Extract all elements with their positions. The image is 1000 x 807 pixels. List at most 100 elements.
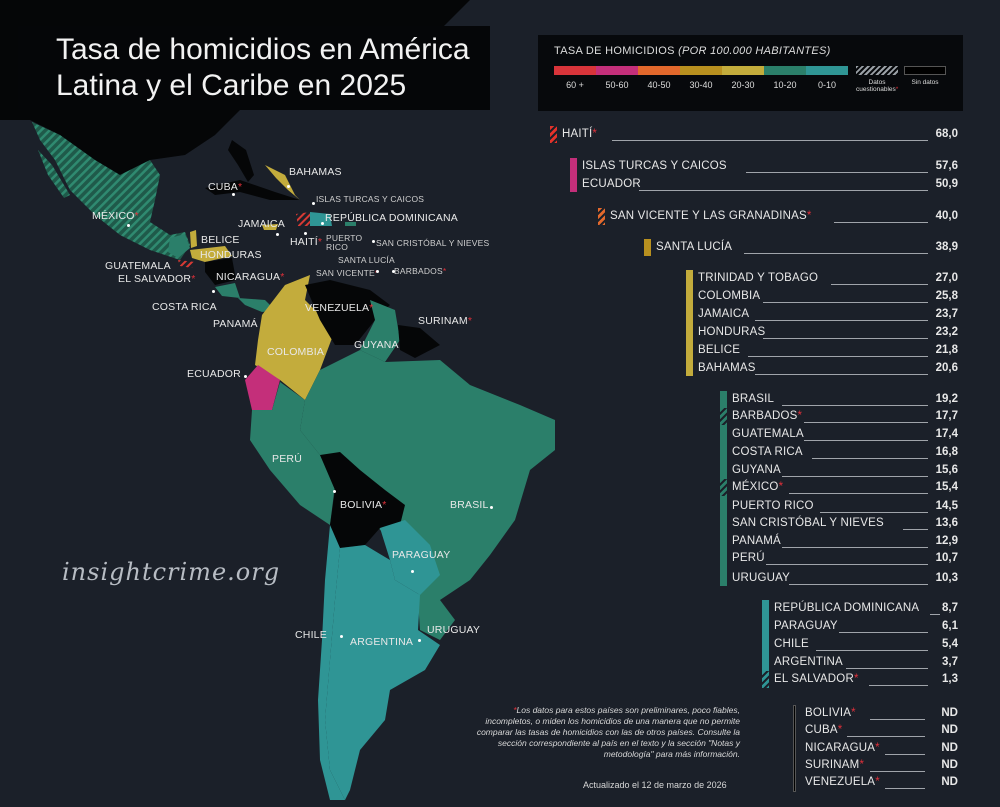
title-box: Tasa de homicidios en América Latina y e… [18,26,490,110]
map-label: CHILE [295,629,327,641]
watermark: insightcrime.org [62,558,281,586]
ranking-country: JAMAICA [698,308,750,320]
legend-swatch [856,66,898,75]
honduras-shape [190,246,232,262]
ranking-country: BARBADOS* [732,410,803,422]
ecuador-shape [245,365,280,410]
argentina-shape [325,545,440,800]
ranking-country: URUGUAY [732,572,791,584]
legend-swatch [596,66,638,75]
legend: TASA DE HOMICIDIOS (POR 100.000 HABITANT… [538,35,963,111]
ranking-value: 1,3 [942,673,958,685]
ranking-value: 14,5 [935,500,958,512]
map-location-dot [232,193,235,196]
map-label: VENEZUELA* [305,302,374,314]
map-location-dot [418,639,421,642]
ranking-hatch-marker [598,208,605,225]
legend-label: 10-20 [773,80,797,90]
ranking-group-bar [793,705,796,792]
ranking-hatch-marker [720,479,727,496]
ranking-hatch-marker [762,671,769,688]
ranking-leader-line [831,284,928,285]
bolivia-shape [320,452,405,548]
ranking-country: BELICE [698,344,741,356]
ranking-leader-line [755,374,928,375]
map-label: HAITÍ* [290,236,323,248]
legend-swatch [764,66,806,75]
map-label: BOLIVIA* [340,499,387,511]
map-label: COSTA RICA [152,301,217,313]
ranking-value: 17,7 [935,410,958,422]
ranking-country: COLOMBIA [698,290,761,302]
ranking-country: BRASIL [732,393,775,405]
map-location-dot [244,375,247,378]
venezuela-shape [305,280,390,345]
map-label: NICARAGUA* [216,271,285,283]
legend-swatch [638,66,680,75]
baja-shape [38,150,70,198]
ranking-leader-line [869,685,928,686]
uruguay-shape [418,600,455,640]
map-label: PERÚ [272,453,302,465]
ranking-value: 10,3 [935,572,958,584]
map-label: BAHAMAS [289,166,342,178]
ranking-leader-line [611,140,928,141]
florida-landmass [228,140,254,182]
ranking-value: 16,8 [935,446,958,458]
ranking-value: 5,4 [942,638,958,650]
bahamas-shape [265,165,300,200]
ranking-leader-line [747,356,928,357]
map-label: PUERTO RICO [326,233,363,252]
legend-label: 60 + [566,80,584,90]
ranking-value: ND [941,742,958,754]
ranking-country: CUBA* [805,724,843,736]
ranking-leader-line [816,650,928,651]
ranking-value: 21,8 [935,344,958,356]
map-label: HONDURAS [200,249,262,261]
chile-shape [318,525,345,800]
ranking-leader-line [762,302,928,303]
belize-shape [190,230,197,248]
map-label: URUGUAY [427,624,481,636]
ranking-hatch-marker [720,408,727,425]
map-label: BARBADOS* [394,266,447,276]
guyana-shape [360,300,400,362]
ranking-country: PARAGUAY [774,620,838,632]
legend-label: 50-60 [605,80,629,90]
map-label: GUYANA [354,339,399,351]
ranking-value: 10,7 [935,552,958,564]
legend-label: Sin datos [911,79,939,86]
map-location-dot [276,233,279,236]
el-salvador-shape [178,260,195,268]
map-location-dot [304,232,307,235]
ranking-value: 25,8 [935,290,958,302]
map-label: BELICE [201,234,240,246]
ranking-leader-line [869,771,925,772]
map-label: REPÚBLICA DOMINICANA [325,212,458,224]
ranking-country: PANAMÁ [732,535,781,547]
map-location-dot [312,202,315,205]
legend-label: 0-10 [817,80,836,90]
ranking-group-bar [762,600,769,687]
map-label: ECUADOR [187,368,241,380]
map-location-dot [287,185,290,188]
ranking-value: ND [941,759,958,771]
ranking-value: 19,2 [935,393,958,405]
legend-label: 40-50 [647,80,671,90]
ranking-value: ND [941,707,958,719]
map-location-dot [127,224,130,227]
map-location-dot [340,635,343,638]
ranking-country: CHILE [774,638,809,650]
ranking-country: BOLIVIA* [805,707,856,719]
map-label: GUATEMALA [105,260,171,272]
ranking-leader-line [743,253,928,254]
ranking-country: MÉXICO* [732,481,784,493]
legend-swatch [554,66,596,75]
updated-date: Actualizado el 12 de marzo de 2026 [583,780,727,790]
legend-label: 20-30 [731,80,755,90]
ranking-country: TRINIDAD Y TOBAGO [698,272,819,284]
ranking-country: BAHAMAS [698,362,756,374]
ranking-value: 3,7 [942,656,958,668]
ranking-leader-line [789,493,928,494]
map-location-dot [411,570,414,573]
